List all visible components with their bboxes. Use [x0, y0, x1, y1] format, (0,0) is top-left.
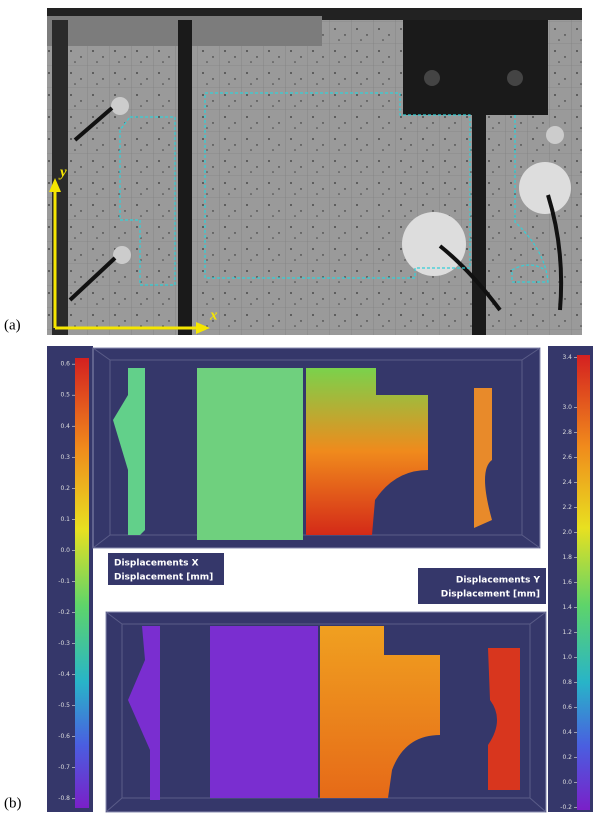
colorbar-y	[577, 355, 590, 810]
colorbar-x	[75, 358, 89, 808]
tick-label: 2.8	[562, 429, 572, 436]
tick-label: 0.4	[562, 729, 572, 736]
tick-label: 3.4	[562, 354, 572, 361]
tick-label: 2.2	[562, 504, 572, 511]
tick-label: -0.3	[58, 640, 70, 647]
tick-label: 1.0	[562, 654, 572, 661]
tick-label: 2.4	[562, 479, 572, 486]
photo	[47, 8, 582, 335]
tick-label: 3.0	[562, 404, 572, 411]
tick-label: -0.7	[58, 764, 70, 771]
x-axis-label: x	[209, 307, 218, 323]
panel-label: (a)	[4, 317, 21, 333]
tick-label: -0.6	[58, 733, 70, 740]
tick-label: 0.6	[562, 704, 572, 711]
panel-label: (b)	[4, 795, 22, 811]
tick-label: 1.8	[562, 554, 572, 561]
tick-label: 0.4	[60, 423, 70, 430]
tick-label: 0.6	[60, 361, 70, 368]
tick-label: -0.2	[560, 804, 572, 811]
plot-title: Displacements X	[114, 559, 199, 569]
tick-label: 1.4	[562, 604, 572, 611]
tick-label: 0.0	[562, 779, 572, 786]
y-axis-label: y	[58, 164, 67, 180]
tick-label: -0.4	[58, 671, 70, 678]
plot-unit: Displacement [mm]	[441, 590, 540, 600]
tick-label: 0.2	[562, 754, 572, 761]
tick-label: -0.8	[58, 795, 70, 802]
plot-title: Displacements Y	[456, 576, 541, 586]
tick-label: 1.6	[562, 579, 572, 586]
tick-label: 2.0	[562, 529, 572, 536]
tick-label: 0.1	[60, 516, 70, 523]
tick-label: 2.6	[562, 454, 572, 461]
tick-label: 0.8	[562, 679, 572, 686]
tick-label: 0.0	[60, 547, 70, 554]
tick-label: 0.5	[60, 392, 70, 399]
tick-label: 0.2	[60, 485, 70, 492]
tick-label: 1.2	[562, 629, 572, 636]
tick-label: -0.1	[58, 578, 70, 585]
tick-label: 0.3	[60, 454, 70, 461]
tick-label: -0.5	[58, 702, 70, 709]
plot-unit: Displacement [mm]	[114, 573, 213, 583]
tick-label: -0.2	[58, 609, 70, 616]
figure: y x (a) Displacements X Displacement [mm…	[0, 0, 593, 816]
